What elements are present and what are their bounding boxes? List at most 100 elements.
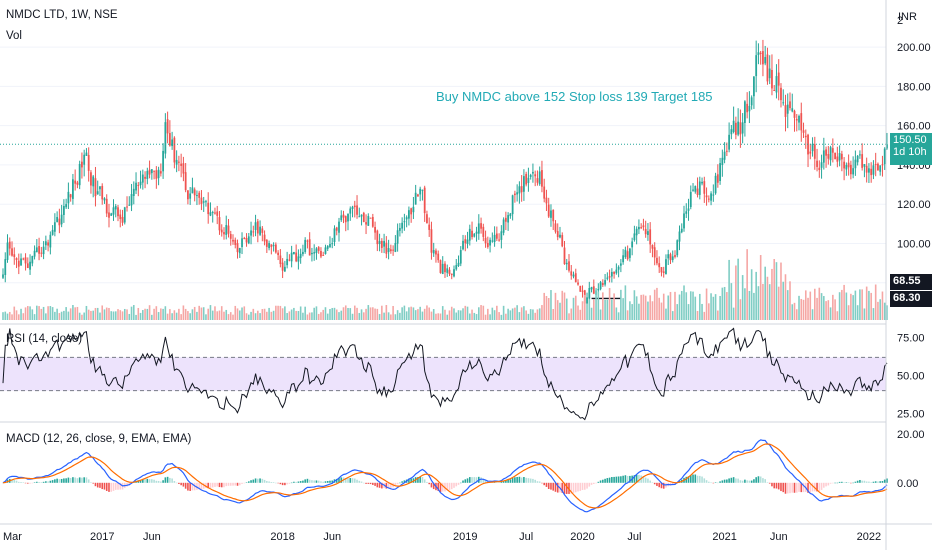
candle-body[interactable] [218, 217, 221, 231]
macd-histogram-bar[interactable] [563, 482, 566, 494]
volume-bar[interactable] [369, 307, 372, 320]
candle-body[interactable] [739, 122, 742, 135]
volume-bar[interactable] [710, 293, 712, 320]
macd-histogram-bar[interactable] [865, 481, 868, 483]
macd-histogram-bar[interactable] [387, 482, 390, 489]
volume-bar[interactable] [2, 312, 4, 320]
macd-histogram-bar[interactable] [660, 482, 663, 489]
macd-histogram-bar[interactable] [771, 482, 773, 487]
candle-body[interactable] [329, 244, 331, 247]
macd-histogram-bar[interactable] [586, 482, 588, 489]
volume-bar[interactable] [829, 307, 832, 320]
macd-histogram-bar[interactable] [459, 482, 462, 484]
volume-bar[interactable] [45, 313, 47, 320]
macd-histogram-bar[interactable] [735, 478, 737, 483]
candle-body[interactable] [484, 237, 487, 244]
macd-histogram-bar[interactable] [523, 477, 525, 483]
volume-bar[interactable] [17, 314, 20, 320]
volume-bar[interactable] [47, 306, 49, 320]
candle-body[interactable] [302, 251, 304, 255]
volume-bar[interactable] [417, 309, 419, 320]
volume-bar[interactable] [834, 299, 836, 320]
volume-bar[interactable] [579, 309, 582, 320]
volume-bar[interactable] [671, 311, 674, 320]
macd-histogram-bar[interactable] [685, 476, 688, 483]
candle-body[interactable] [552, 209, 555, 222]
volume-bar[interactable] [814, 288, 816, 320]
candle-body[interactable] [448, 269, 451, 275]
volume-bar[interactable] [40, 308, 43, 320]
volume-bar[interactable] [685, 292, 688, 320]
volume-bar[interactable] [108, 307, 110, 320]
volume-bar[interactable] [412, 307, 415, 320]
candle-body[interactable] [491, 240, 494, 242]
candle-body[interactable] [353, 205, 356, 208]
candle-body[interactable] [455, 265, 458, 270]
volume-bar[interactable] [196, 311, 198, 320]
volume-bar[interactable] [577, 305, 579, 320]
macd-histogram-bar[interactable] [245, 482, 248, 483]
candle-body[interactable] [468, 228, 471, 241]
candle-body[interactable] [317, 247, 320, 251]
macd-histogram-bar[interactable] [175, 482, 178, 484]
volume-bar[interactable] [590, 307, 593, 320]
macd-histogram-bar[interactable] [590, 482, 593, 485]
volume-bar[interactable] [757, 286, 760, 320]
volume-bar[interactable] [762, 283, 764, 320]
volume-bar[interactable] [674, 291, 676, 320]
volume-bar[interactable] [293, 307, 295, 320]
candle-body[interactable] [534, 174, 537, 177]
volume-bar[interactable] [739, 299, 742, 320]
currency-label[interactable]: INR [898, 11, 917, 23]
macd-histogram-bar[interactable] [238, 482, 241, 486]
volume-bar[interactable] [284, 306, 286, 320]
macd-histogram-bar[interactable] [162, 480, 164, 483]
candle-body[interactable] [247, 236, 250, 244]
candle-body[interactable] [707, 198, 710, 200]
volume-bar[interactable] [597, 291, 600, 320]
macd-histogram-bar[interactable] [344, 478, 347, 483]
volume-bar[interactable] [216, 311, 219, 320]
macd-histogram-bar[interactable] [311, 480, 313, 483]
candle-body[interactable] [297, 256, 300, 262]
candle-body[interactable] [471, 230, 473, 238]
candle-body[interactable] [196, 195, 198, 197]
macd-histogram-bar[interactable] [78, 477, 81, 483]
macd-histogram-bar[interactable] [572, 482, 575, 493]
candle-body[interactable] [205, 201, 207, 203]
volume-bar[interactable] [877, 301, 879, 320]
macd-histogram-bar[interactable] [626, 475, 629, 483]
volume-bar[interactable] [142, 310, 144, 320]
volume-bar[interactable] [279, 305, 282, 320]
volume-bar[interactable] [340, 310, 343, 320]
macd-histogram-bar[interactable] [365, 482, 367, 484]
volume-bar[interactable] [268, 307, 270, 320]
candle-body[interactable] [509, 213, 512, 217]
volume-bar[interactable] [658, 297, 661, 320]
macd-histogram-bar[interactable] [784, 482, 787, 494]
volume-bar[interactable] [509, 310, 512, 320]
candle-body[interactable] [146, 170, 149, 179]
rsi-legend[interactable]: RSI (14, close) [6, 333, 83, 345]
macd-histogram-bar[interactable] [886, 478, 888, 483]
candle-body[interactable] [532, 171, 534, 174]
macd-histogram-bar[interactable] [270, 482, 273, 483]
volume-bar[interactable] [435, 313, 437, 320]
macd-histogram-bar[interactable] [189, 482, 191, 491]
volume-bar[interactable] [353, 305, 356, 320]
volume-bar[interactable] [606, 299, 609, 320]
volume-bar[interactable] [198, 305, 200, 320]
volume-bar[interactable] [683, 285, 685, 320]
macd-histogram-bar[interactable] [484, 480, 487, 483]
candle-body[interactable] [331, 243, 334, 245]
candle-body[interactable] [274, 244, 277, 253]
macd-histogram-bar[interactable] [721, 480, 724, 483]
candle-body[interactable] [859, 154, 861, 156]
candle-body[interactable] [232, 239, 234, 242]
candle-body[interactable] [865, 165, 868, 173]
macd-histogram-bar[interactable] [823, 482, 825, 488]
macd-histogram-bar[interactable] [329, 480, 331, 483]
volume-bar[interactable] [277, 305, 279, 320]
volume-bar[interactable] [624, 285, 627, 320]
macd-histogram-bar[interactable] [529, 478, 532, 483]
